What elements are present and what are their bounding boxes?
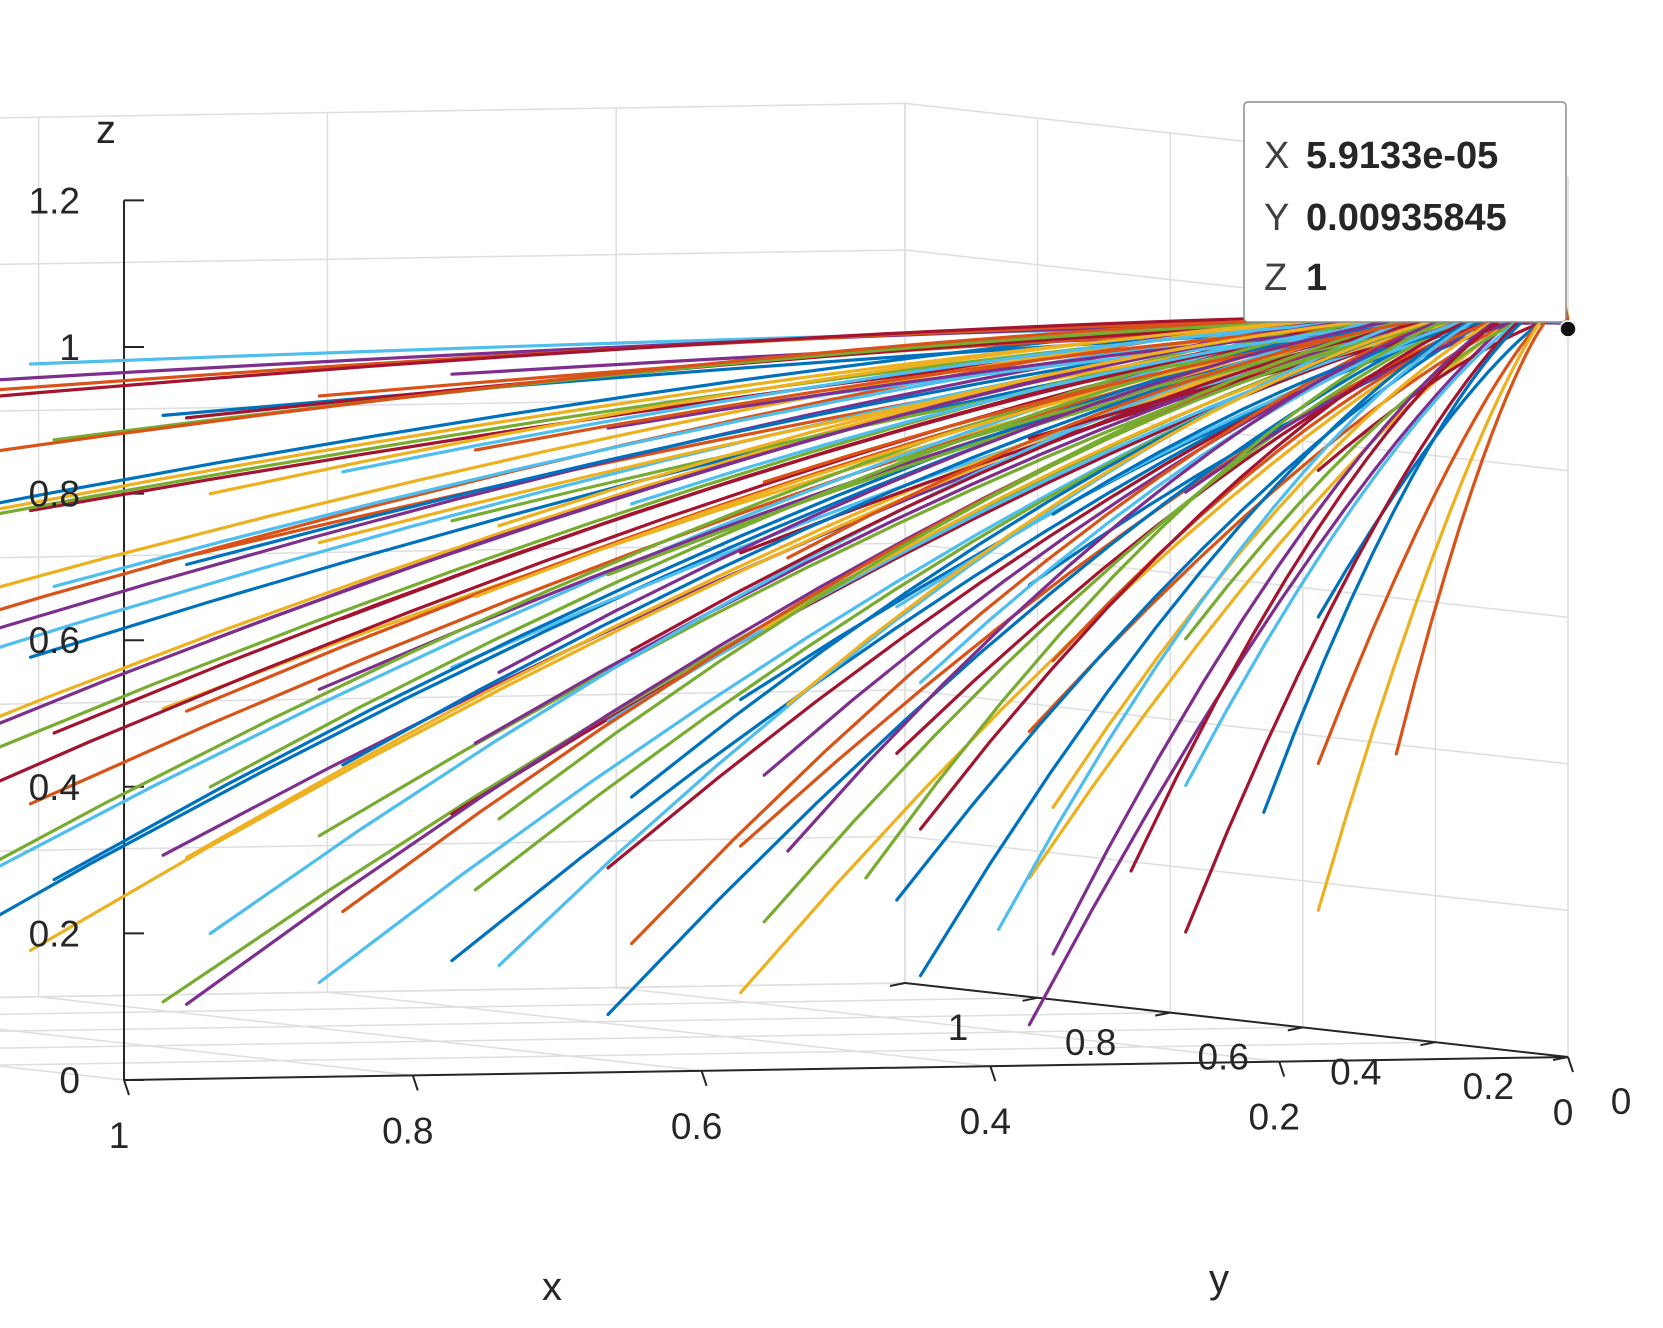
grid-line xyxy=(904,835,1569,912)
x-axis-line xyxy=(123,1056,1569,1081)
grid-line xyxy=(0,1065,125,1081)
grid-line xyxy=(0,1028,413,1077)
z-tick-label: 1.2 xyxy=(29,180,80,221)
y-tick xyxy=(1022,996,1038,1002)
x-tick-label: 0 xyxy=(1553,1092,1574,1133)
datatip[interactable]: X 5.9133e-05 Y 0.00935845 Z 1 xyxy=(1243,101,1577,338)
grid-line xyxy=(0,1041,1436,1066)
grid-line xyxy=(0,102,906,119)
z-axis-label: z xyxy=(96,108,116,152)
x-axis-label: x xyxy=(542,1265,562,1309)
y-tick-label: 0.2 xyxy=(1463,1066,1514,1107)
trajectory-lines xyxy=(0,293,1570,1027)
x-tick xyxy=(1567,1056,1574,1073)
datatip-marker xyxy=(1559,320,1577,338)
z-tick-label: 0 xyxy=(59,1060,80,1101)
grid-line xyxy=(904,542,1569,618)
y-tick xyxy=(889,982,906,987)
x-tick-label: 1 xyxy=(109,1115,130,1156)
y-tick-label: 1 xyxy=(948,1007,969,1048)
y-tick-label: 0.4 xyxy=(1330,1051,1381,1092)
y-tick-label: 0 xyxy=(1611,1081,1632,1122)
grid-line xyxy=(0,249,906,266)
y-tick xyxy=(1287,1026,1303,1032)
y-axis-line xyxy=(904,982,1569,1058)
y-axis-label: y xyxy=(1209,1257,1229,1301)
y-tick-label: 0.6 xyxy=(1197,1037,1248,1078)
datatip-y-value: 0.00935845 xyxy=(1306,197,1507,239)
datatip-y-key: Y xyxy=(1264,197,1289,239)
datatip-z-value: 1 xyxy=(1306,257,1327,299)
x-tick xyxy=(989,1065,997,1082)
x-tick-label: 0.8 xyxy=(382,1110,433,1151)
grid-line xyxy=(0,542,906,559)
grid-line xyxy=(38,996,702,1072)
x-tick-label: 0.2 xyxy=(1248,1097,1299,1138)
grid-line xyxy=(616,986,1280,1063)
y-tick xyxy=(1420,1041,1436,1047)
x-tick xyxy=(411,1075,419,1091)
z-tick-label: 0.6 xyxy=(29,620,80,661)
grid-line xyxy=(0,395,906,412)
datatip-x-value: 5.9133e-05 xyxy=(1306,135,1498,177)
datatip-z-key: Z xyxy=(1264,257,1287,299)
z-tick-label: 0.2 xyxy=(29,913,80,954)
grid-line xyxy=(904,689,1569,765)
y-tick xyxy=(1155,1011,1171,1017)
grid-line xyxy=(0,1011,1171,1032)
y-tick-label: 0.8 xyxy=(1065,1022,1116,1063)
y-tick xyxy=(1552,1056,1569,1061)
x-tick xyxy=(700,1070,708,1087)
tick-labels: 00.20.40.60.8100.20.40.60.8100.20.40.60.… xyxy=(29,108,1632,1309)
x-tick-label: 0.4 xyxy=(960,1101,1011,1142)
grid-line xyxy=(0,997,1038,1016)
grid-line xyxy=(0,1026,1303,1049)
datatip-box xyxy=(1243,101,1567,323)
grid-line xyxy=(327,991,991,1067)
x-tick-label: 0.6 xyxy=(671,1106,722,1147)
datatip-x-key: X xyxy=(1264,135,1289,177)
axes xyxy=(123,199,1574,1096)
grid-line xyxy=(0,982,906,999)
grid-line xyxy=(0,835,906,852)
x-tick xyxy=(1278,1061,1286,1077)
x-tick xyxy=(123,1079,130,1096)
z-tick-label: 0.4 xyxy=(29,767,80,808)
z-tick-label: 0.8 xyxy=(29,474,80,515)
z-tick-label: 1 xyxy=(59,327,80,368)
